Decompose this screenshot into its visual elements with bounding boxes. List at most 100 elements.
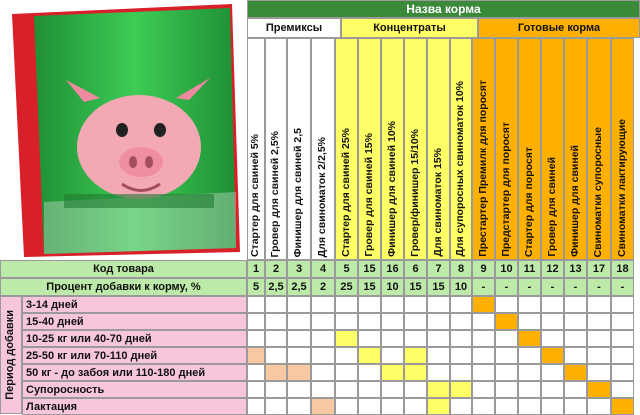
- product-code: 5: [335, 260, 358, 278]
- product-header: Стартер для свиней 5%: [247, 38, 265, 260]
- product-header: Гровер для свиней: [541, 38, 564, 260]
- product-code: 8: [450, 260, 472, 278]
- product-percent: -: [587, 278, 611, 296]
- period-cell: [564, 381, 587, 398]
- period-cell: [265, 398, 287, 415]
- period-cell: [541, 347, 564, 364]
- period-cell: [287, 364, 311, 381]
- period-cell: [265, 364, 287, 381]
- period-cell: [287, 347, 311, 364]
- period-cell: [335, 330, 358, 347]
- period-cell: [311, 381, 335, 398]
- period-cell: [358, 381, 381, 398]
- product-percent: 25: [335, 278, 358, 296]
- product-code: 12: [541, 260, 564, 278]
- product-name: Престартер Премилк для поросят: [476, 80, 489, 257]
- product-header: Для супоросных свиноматок 10%: [450, 38, 472, 260]
- group-ready-feeds: Готовые корма: [478, 18, 640, 38]
- period-cell: [564, 296, 587, 313]
- product-percent: -: [564, 278, 587, 296]
- period-cell: [381, 364, 404, 381]
- period-row-label: Супоросность: [22, 381, 247, 398]
- product-name: Стартер для свиней 5%: [249, 133, 262, 257]
- period-cell: [611, 364, 634, 381]
- period-cell: [287, 330, 311, 347]
- period-cell: [587, 364, 611, 381]
- period-cell: [335, 347, 358, 364]
- percent-row-label: Процент добавки к корму, %: [0, 278, 247, 296]
- period-cell: [541, 381, 564, 398]
- period-cell: [587, 398, 611, 415]
- period-cell: [587, 381, 611, 398]
- period-cell: [287, 296, 311, 313]
- period-row-label: 25-50 кг или 70-110 дней: [22, 347, 247, 364]
- product-name: Гровер/финишер 15/10%: [408, 129, 421, 257]
- product-code: 13: [564, 260, 587, 278]
- product-header: Престартер Премилк для поросят: [472, 38, 495, 260]
- product-header: Предстартер для поросят: [495, 38, 518, 260]
- product-percent: 5: [247, 278, 265, 296]
- period-cell: [472, 347, 495, 364]
- period-cell: [358, 364, 381, 381]
- product-name: Для супоросных свиноматок 10%: [454, 81, 467, 257]
- period-cell: [611, 347, 634, 364]
- product-header: Финишер для свиней: [564, 38, 587, 260]
- product-percent: 2,5: [265, 278, 287, 296]
- period-cell: [404, 347, 427, 364]
- group-concentrates: Концентраты: [341, 18, 478, 38]
- period-cell: [564, 347, 587, 364]
- period-cell: [247, 347, 265, 364]
- period-cell: [518, 347, 541, 364]
- period-cell: [495, 364, 518, 381]
- product-header: Гровер для свиней 2,5%: [265, 38, 287, 260]
- period-cell: [427, 381, 450, 398]
- period-cell: [472, 398, 495, 415]
- period-cell: [564, 398, 587, 415]
- product-code: 7: [427, 260, 450, 278]
- period-cell: [518, 381, 541, 398]
- period-cell: [427, 398, 450, 415]
- product-code: 10: [495, 260, 518, 278]
- period-cell: [335, 296, 358, 313]
- period-cell: [518, 364, 541, 381]
- period-cell: [265, 347, 287, 364]
- period-cell: [427, 313, 450, 330]
- period-cell: [287, 398, 311, 415]
- period-cell: [541, 296, 564, 313]
- period-cell: [611, 398, 634, 415]
- product-header: Финишер для свиней 2,5: [287, 38, 311, 260]
- period-cell: [518, 330, 541, 347]
- period-cell: [472, 296, 495, 313]
- period-cell: [311, 313, 335, 330]
- period-cell: [611, 330, 634, 347]
- product-code: 17: [587, 260, 611, 278]
- product-percent: 10: [381, 278, 404, 296]
- product-percent: 2,5: [287, 278, 311, 296]
- product-name: Финишер для свиней 10%: [385, 121, 398, 257]
- table-title: Назва корма: [247, 0, 640, 18]
- period-cell: [381, 296, 404, 313]
- product-code: 16: [381, 260, 404, 278]
- period-cell: [381, 381, 404, 398]
- product-code: 4: [311, 260, 335, 278]
- period-cell: [587, 347, 611, 364]
- period-cell: [358, 347, 381, 364]
- product-header: Свиноматки супоросные: [587, 38, 611, 260]
- period-cell: [404, 296, 427, 313]
- product-header: Гровер для свиней 15%: [358, 38, 381, 260]
- product-header: Финишер для свиней 10%: [381, 38, 404, 260]
- product-percent: 15: [427, 278, 450, 296]
- period-cell: [472, 330, 495, 347]
- product-percent: -: [541, 278, 564, 296]
- period-cell: [404, 398, 427, 415]
- period-cell: [265, 296, 287, 313]
- product-code: 1: [247, 260, 265, 278]
- product-code: 15: [358, 260, 381, 278]
- period-cell: [404, 313, 427, 330]
- period-cell: [311, 296, 335, 313]
- product-name: Стартер для свиней 25%: [339, 128, 352, 257]
- period-cell: [404, 364, 427, 381]
- product-name: Гровер для свиней: [545, 157, 558, 257]
- product-code: 6: [404, 260, 427, 278]
- period-cell: [611, 313, 634, 330]
